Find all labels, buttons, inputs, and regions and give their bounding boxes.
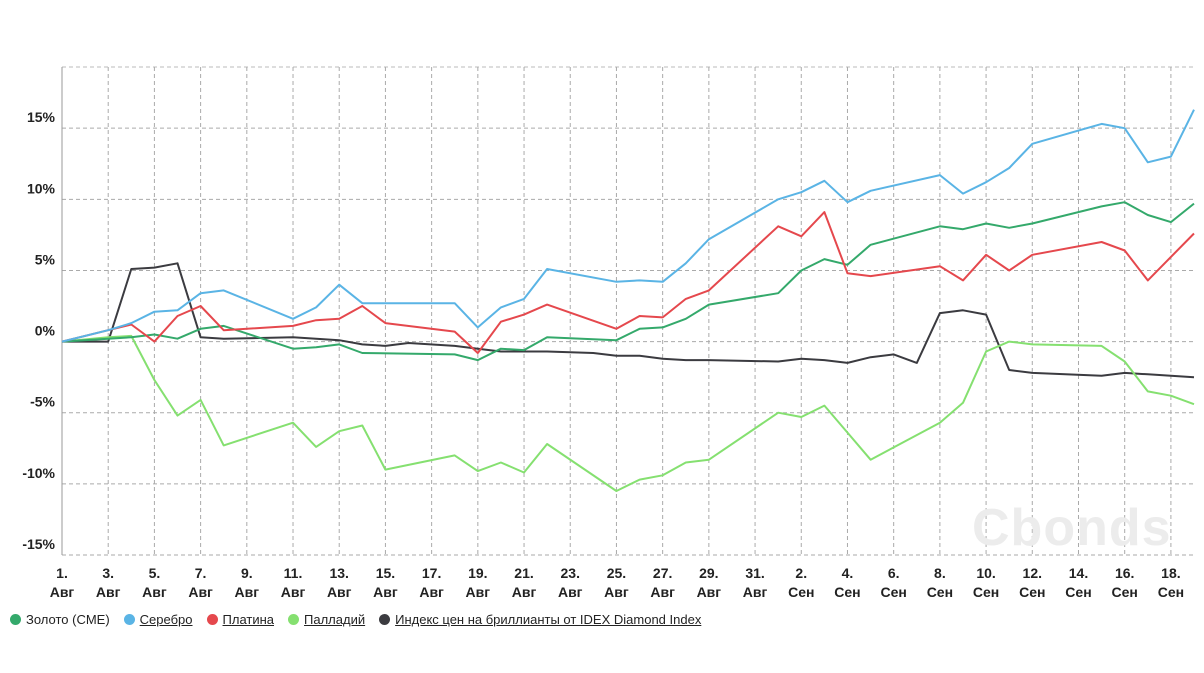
x-tick-label: Авг <box>558 584 583 600</box>
x-tick-label: Авг <box>697 584 722 600</box>
x-tick-label: 19. <box>468 565 487 581</box>
x-tick-label: Сен <box>1065 584 1091 600</box>
y-tick-label: 5% <box>35 251 56 267</box>
legend-label[interactable]: Серебро <box>139 612 193 627</box>
legend-label[interactable]: Индекс цен на бриллианты от IDEX Diamond… <box>395 612 702 627</box>
x-tick-label: Авг <box>235 584 260 600</box>
watermark-logo: Cbonds <box>972 499 1172 557</box>
legend-item[interactable]: Серебро <box>123 612 193 627</box>
x-tick-label: 2. <box>795 565 807 581</box>
x-tick-label: 27. <box>653 565 672 581</box>
x-tick-label: 25. <box>607 565 626 581</box>
x-tick-label: Авг <box>188 584 213 600</box>
legend-item[interactable]: Золото (CME) <box>10 612 110 627</box>
x-tick-label: Авг <box>281 584 306 600</box>
x-tick-label: 29. <box>699 565 718 581</box>
x-tick-label: Авг <box>512 584 537 600</box>
legend-marker-icon <box>123 614 135 625</box>
legend-marker-icon <box>10 614 21 625</box>
legend-label[interactable]: Платина <box>222 612 275 627</box>
series-line-3 <box>61 334 1195 492</box>
x-tick-label: Авг <box>650 584 675 600</box>
y-tick-label: 0% <box>35 323 56 339</box>
legend-marker-icon <box>206 614 218 625</box>
legend-item[interactable]: Индекс цен на бриллианты от IDEX Diamond… <box>379 612 701 627</box>
y-tick-label: 15% <box>27 109 56 125</box>
x-tick-label: 16. <box>1115 565 1134 581</box>
x-tick-label: 3. <box>102 565 114 581</box>
x-tick-label: 17. <box>422 565 441 581</box>
x-tick-label: 15. <box>376 565 395 581</box>
x-tick-label: 21. <box>514 565 533 581</box>
x-tick-label: Сен <box>927 584 953 600</box>
x-tick-label: Авг <box>419 584 444 600</box>
x-tick-label: 6. <box>888 565 900 581</box>
grid <box>61 66 1194 556</box>
legend-marker-icon <box>288 614 300 625</box>
x-tick-label: Авг <box>373 584 398 600</box>
x-tick-label: Авг <box>142 584 167 600</box>
x-tick-label: Авг <box>96 584 121 600</box>
series-lines <box>61 109 1195 492</box>
y-axis-ticks: 15% 10% 5% 0% -5% -10% -15% <box>22 109 55 552</box>
legend-label[interactable]: Золото (CME) <box>26 612 110 627</box>
x-tick-label: 8. <box>934 565 946 581</box>
x-tick-label: Сен <box>1112 584 1138 600</box>
legend: Золото (CME) Серебро Платина Палладий Индекс… <box>10 612 701 627</box>
x-tick-label: 10. <box>976 565 995 581</box>
x-tick-label: 9. <box>241 565 253 581</box>
y-tick-label: -15% <box>22 536 55 552</box>
x-tick-label: Сен <box>1019 584 1045 600</box>
x-tick-label: 31. <box>745 565 764 581</box>
x-tick-label: Сен <box>973 584 999 600</box>
y-tick-label: -10% <box>22 465 55 481</box>
x-tick-label: Сен <box>834 584 860 600</box>
x-tick-label: 7. <box>195 565 207 581</box>
x-tick-label: 1. <box>56 565 68 581</box>
x-tick-label: Сен <box>880 584 906 600</box>
x-axis-ticks: 1. Авг 3. Авг 5. Авг 7. Авг 9. Авг 11. Авг 13. Авг 15.… <box>50 565 1184 600</box>
legend-marker-icon <box>379 614 391 625</box>
x-tick-label: Авг <box>466 584 491 600</box>
x-tick-label: Сен <box>788 584 814 600</box>
y-tick-label: 10% <box>27 180 56 196</box>
legend-label[interactable]: Палладий <box>304 612 366 627</box>
x-tick-label: 18. <box>1161 565 1180 581</box>
series-line-4 <box>62 262 1195 379</box>
x-tick-label: 5. <box>149 565 161 581</box>
series-line-1 <box>61 109 1195 343</box>
x-tick-label: 12. <box>1023 565 1042 581</box>
x-tick-label: 11. <box>284 565 303 581</box>
legend-item[interactable]: Платина <box>206 612 275 627</box>
x-tick-label: 4. <box>842 565 854 581</box>
x-tick-label: Авг <box>604 584 629 600</box>
x-tick-label: Сен <box>1158 584 1184 600</box>
x-tick-label: Авг <box>50 584 75 600</box>
legend-item[interactable]: Палладий <box>288 612 365 627</box>
x-tick-label: 13. <box>329 565 348 581</box>
y-tick-label: -5% <box>30 394 55 410</box>
x-tick-label: Авг <box>743 584 768 600</box>
x-tick-label: 14. <box>1069 565 1088 581</box>
series-line-2 <box>61 211 1195 354</box>
x-tick-label: Авг <box>327 584 352 600</box>
x-tick-label: 23. <box>561 565 580 581</box>
